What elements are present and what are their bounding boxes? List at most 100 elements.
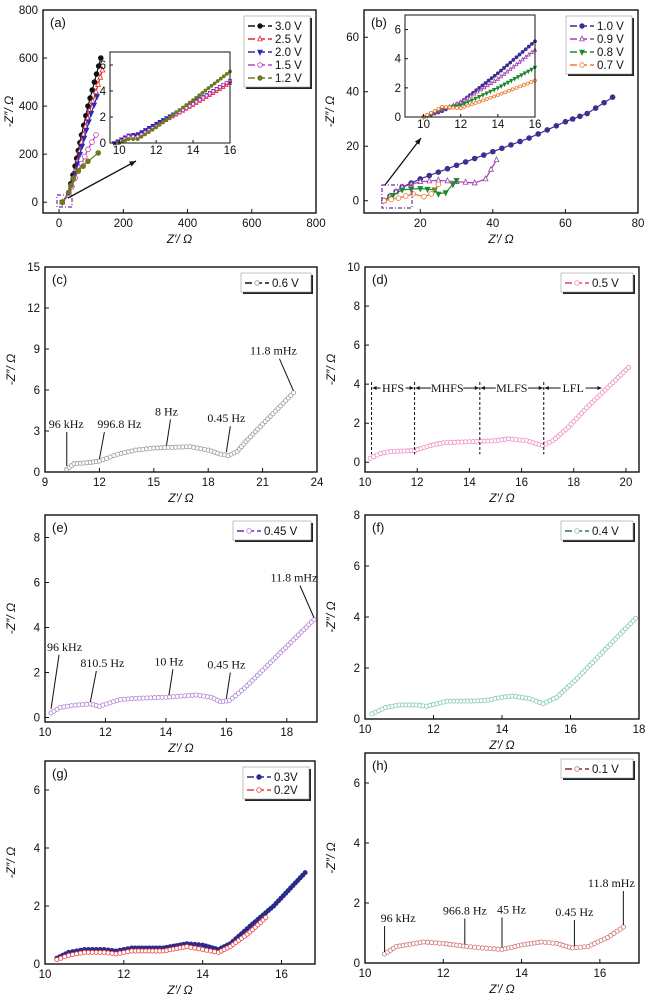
data-point	[502, 82, 507, 88]
data-point	[473, 96, 478, 102]
annotation-leader	[50, 654, 60, 709]
x-tick-label: 12	[411, 477, 424, 489]
data-point	[246, 528, 252, 534]
legend-label: 0.1 V	[592, 764, 619, 776]
data-point	[211, 89, 216, 94]
legend-label: 0.9 V	[597, 34, 624, 46]
data-point	[620, 924, 626, 930]
y-axis-label: -Z″/ Ω	[4, 603, 18, 634]
data-point	[465, 95, 470, 100]
panel-label: (f)	[372, 520, 384, 535]
data-point	[89, 87, 96, 93]
arrow-line	[67, 160, 137, 199]
panel-a: 0 200 400 600 800 0 200 400 600 800 Z′/ Ω -Z″/ Ω (a)…	[2, 5, 326, 246]
region-label: MHFS	[431, 381, 464, 395]
data-point	[626, 365, 632, 371]
data-point	[444, 177, 451, 184]
legend-label: 0.8 V	[597, 47, 624, 59]
frequency-annotation: 0.45 Hz	[207, 658, 245, 672]
data-point	[535, 131, 541, 137]
arrow-head-icon	[597, 386, 602, 391]
frequency-annotation: 996.8 Hz	[97, 417, 141, 431]
data-point	[507, 88, 511, 93]
data-point	[477, 99, 482, 104]
data-point	[191, 102, 195, 106]
series-line	[371, 617, 637, 715]
y-tick-label: 0	[100, 138, 106, 150]
panel-g: 10 12 14 16 0 2 4 6 Z′/ Ω -Z″/ Ω (g) 0.3V0.2V	[4, 760, 316, 997]
legend-item: 3.0 V	[248, 21, 302, 33]
data-point	[579, 23, 585, 29]
x-tick-label: 15	[147, 477, 160, 489]
data-point	[77, 950, 83, 956]
arrow-head-icon	[372, 386, 377, 391]
legend-label: 0.4 V	[592, 526, 619, 538]
plot-frame	[364, 752, 640, 964]
data-point	[221, 74, 226, 79]
data-point	[469, 102, 474, 107]
frequency-annotation: 11.8 mHz	[588, 876, 635, 890]
y-tick-label: 0	[353, 196, 359, 208]
x-axis-label: Z′/ Ω	[167, 491, 193, 505]
data-point	[517, 52, 522, 57]
x-tick-label: 20	[620, 477, 633, 489]
data-point	[511, 63, 516, 69]
plot-frame	[44, 514, 318, 723]
data-point	[436, 106, 441, 111]
panel-b: 20 40 60 80 0 20 40 60 Z′/ Ω -Z″/ Ω (b) 10 12 14 16 0 2 4…	[323, 9, 644, 246]
legend-item: 0.7 V	[570, 60, 624, 72]
y-tick-label: 6	[34, 385, 40, 397]
arrow-line	[384, 137, 422, 186]
data-point	[488, 80, 494, 85]
arrow-head-icon	[129, 161, 136, 167]
region-label: HFS	[382, 381, 404, 395]
data-point	[187, 104, 192, 108]
data-point	[579, 35, 585, 42]
data-point	[184, 103, 189, 107]
data-point	[218, 85, 222, 89]
data-point	[492, 73, 497, 78]
data-point	[257, 23, 263, 29]
frequency-annotation: 10 Hz	[154, 654, 183, 668]
data-point	[146, 130, 151, 134]
data-point	[97, 73, 104, 80]
arrow-head-icon	[409, 386, 414, 391]
x-tick-label: 21	[256, 477, 269, 489]
y-tick-label: 15	[27, 262, 40, 274]
y-tick-label: 4	[100, 86, 107, 98]
y-axis-label: -Z″/ Ω	[324, 354, 338, 385]
data-point	[88, 110, 95, 118]
data-point	[505, 63, 510, 68]
frequency-annotation: 0.45 Hz	[207, 411, 245, 425]
x-tick-label: 18	[567, 477, 580, 489]
legend-item: 0.3V	[247, 772, 298, 784]
y-tick-label: 6	[100, 60, 106, 72]
legend: 0.1 V	[560, 758, 635, 780]
x-tick-label: 24	[311, 477, 324, 489]
frequency-annotation: 11.8 mHz	[250, 344, 297, 358]
x-tick-label: 12	[454, 119, 467, 131]
legend-item: 0.6 V	[245, 278, 299, 290]
data-point	[492, 94, 497, 99]
data-point	[194, 99, 199, 104]
panel-c: 9 12 15 18 21 24 0 3 6 9 12 15 Z′/ Ω -Z″/ Ω (c) 96 kHz 9…	[4, 262, 324, 505]
data-point	[499, 91, 504, 96]
data-point	[489, 76, 494, 81]
data-point	[508, 60, 513, 65]
y-tick-label: 0	[395, 112, 401, 124]
data-point	[492, 88, 497, 93]
data-point	[388, 196, 395, 203]
data-point	[257, 35, 263, 42]
y-tick-label: 12	[27, 303, 40, 315]
data-point	[197, 97, 202, 102]
y-tick-label: 3	[34, 426, 40, 438]
legend-item: 0.1 V	[565, 764, 619, 776]
y-tick-label: 60	[346, 32, 359, 44]
data-point	[113, 951, 119, 957]
data-point	[451, 105, 456, 110]
x-tick-label: 16	[529, 119, 542, 131]
inset-series	[117, 69, 232, 145]
y-axis-label: -Z″/ Ω	[323, 96, 337, 127]
data-point	[569, 116, 576, 122]
